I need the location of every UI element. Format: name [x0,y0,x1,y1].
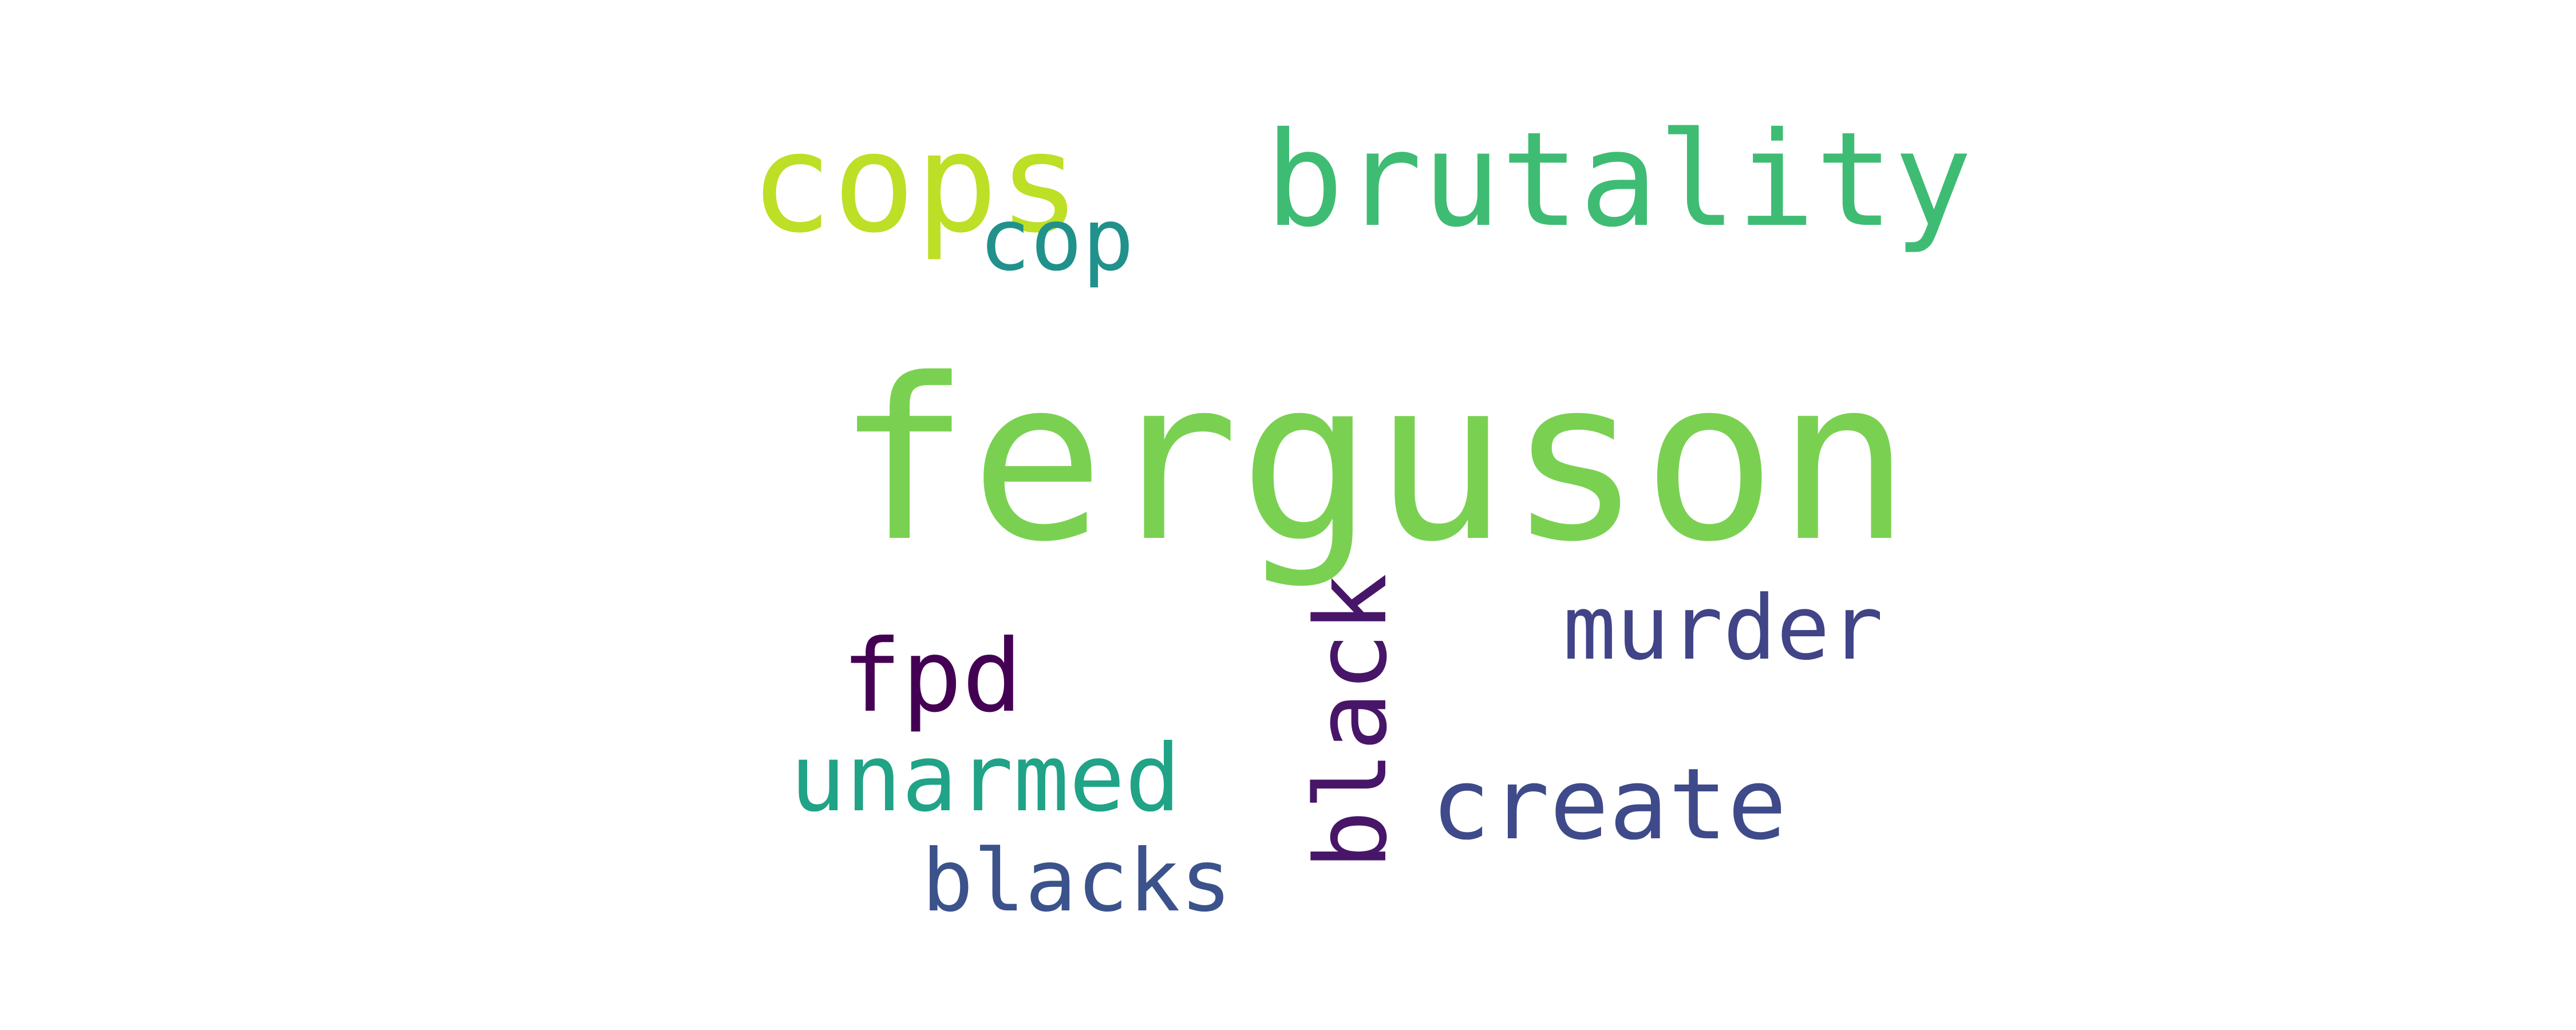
word-cops: cops [750,103,1081,263]
word-cop: cop [979,191,1134,290]
word-fpd: fpd [841,619,1023,735]
word-ferguson: ferguson [836,331,1911,591]
word-black: black [1294,573,1409,870]
word-unarmed: unarmed [790,725,1181,833]
word-murder: murder [1563,576,1883,680]
word-create: create [1431,747,1787,862]
word-brutality: brutality [1265,104,1973,256]
word-blacks: blacks [922,831,1232,931]
